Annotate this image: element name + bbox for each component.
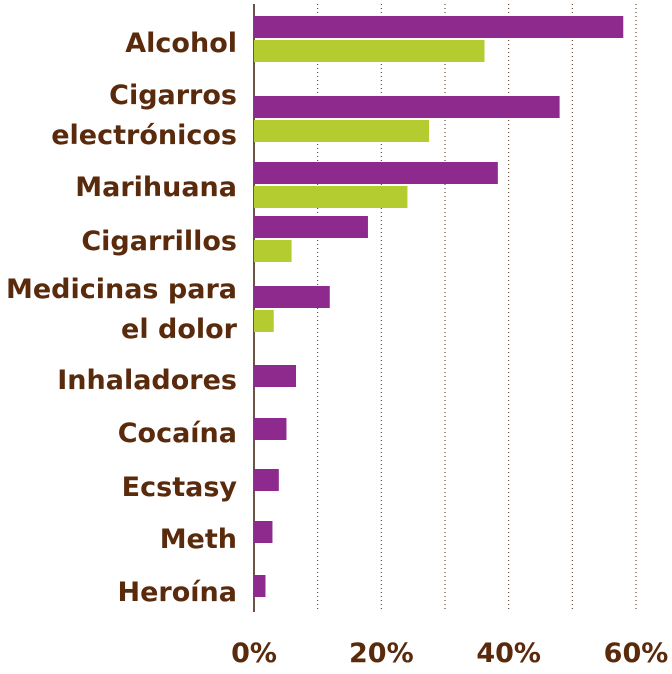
bar-series-1-9: [254, 575, 266, 597]
bar-series-1-4: [254, 286, 330, 308]
bar-series-1-6: [254, 418, 287, 440]
bar-series-1-3: [254, 216, 368, 238]
bar-series-2-1: [254, 120, 430, 142]
bar-series-1-0: [254, 16, 624, 38]
category-label: Cocaína: [118, 418, 237, 449]
bar-series-1-1: [254, 96, 560, 118]
category-labels: Alcohol Cigarros electrónicos Marihuana Ciga…: [6, 28, 238, 608]
category-label: Alcohol: [125, 28, 237, 59]
category-label: Cigarros: [109, 80, 237, 111]
bar-layer: [254, 16, 624, 597]
category-label: Heroína: [118, 577, 237, 608]
x-tick-label: 20%: [349, 638, 414, 669]
category-label: Inhaladores: [57, 365, 237, 396]
category-label: Medicinas para: [6, 274, 237, 305]
bar-series-1-8: [254, 521, 273, 543]
bar-series-2-2: [254, 186, 408, 208]
category-label: Cigarrillos: [81, 226, 237, 257]
bar-series-2-0: [254, 40, 485, 62]
x-tick-label: 40%: [476, 638, 541, 669]
bar-series-1-2: [254, 162, 498, 184]
bar-series-2-4: [254, 310, 274, 332]
bar-series-2-3: [254, 240, 292, 262]
x-axis-ticks: 0% 20% 40% 60%: [231, 638, 668, 669]
category-label: Marihuana: [75, 172, 237, 203]
category-label: electrónicos: [51, 120, 237, 151]
bar-series-1-5: [254, 365, 297, 387]
x-tick-label: 0%: [231, 638, 277, 669]
category-label: Meth: [160, 524, 237, 555]
category-label: el dolor: [121, 314, 238, 345]
x-tick-label: 60%: [604, 638, 669, 669]
bar-series-1-7: [254, 469, 279, 491]
category-label: Ecstasy: [122, 472, 238, 503]
